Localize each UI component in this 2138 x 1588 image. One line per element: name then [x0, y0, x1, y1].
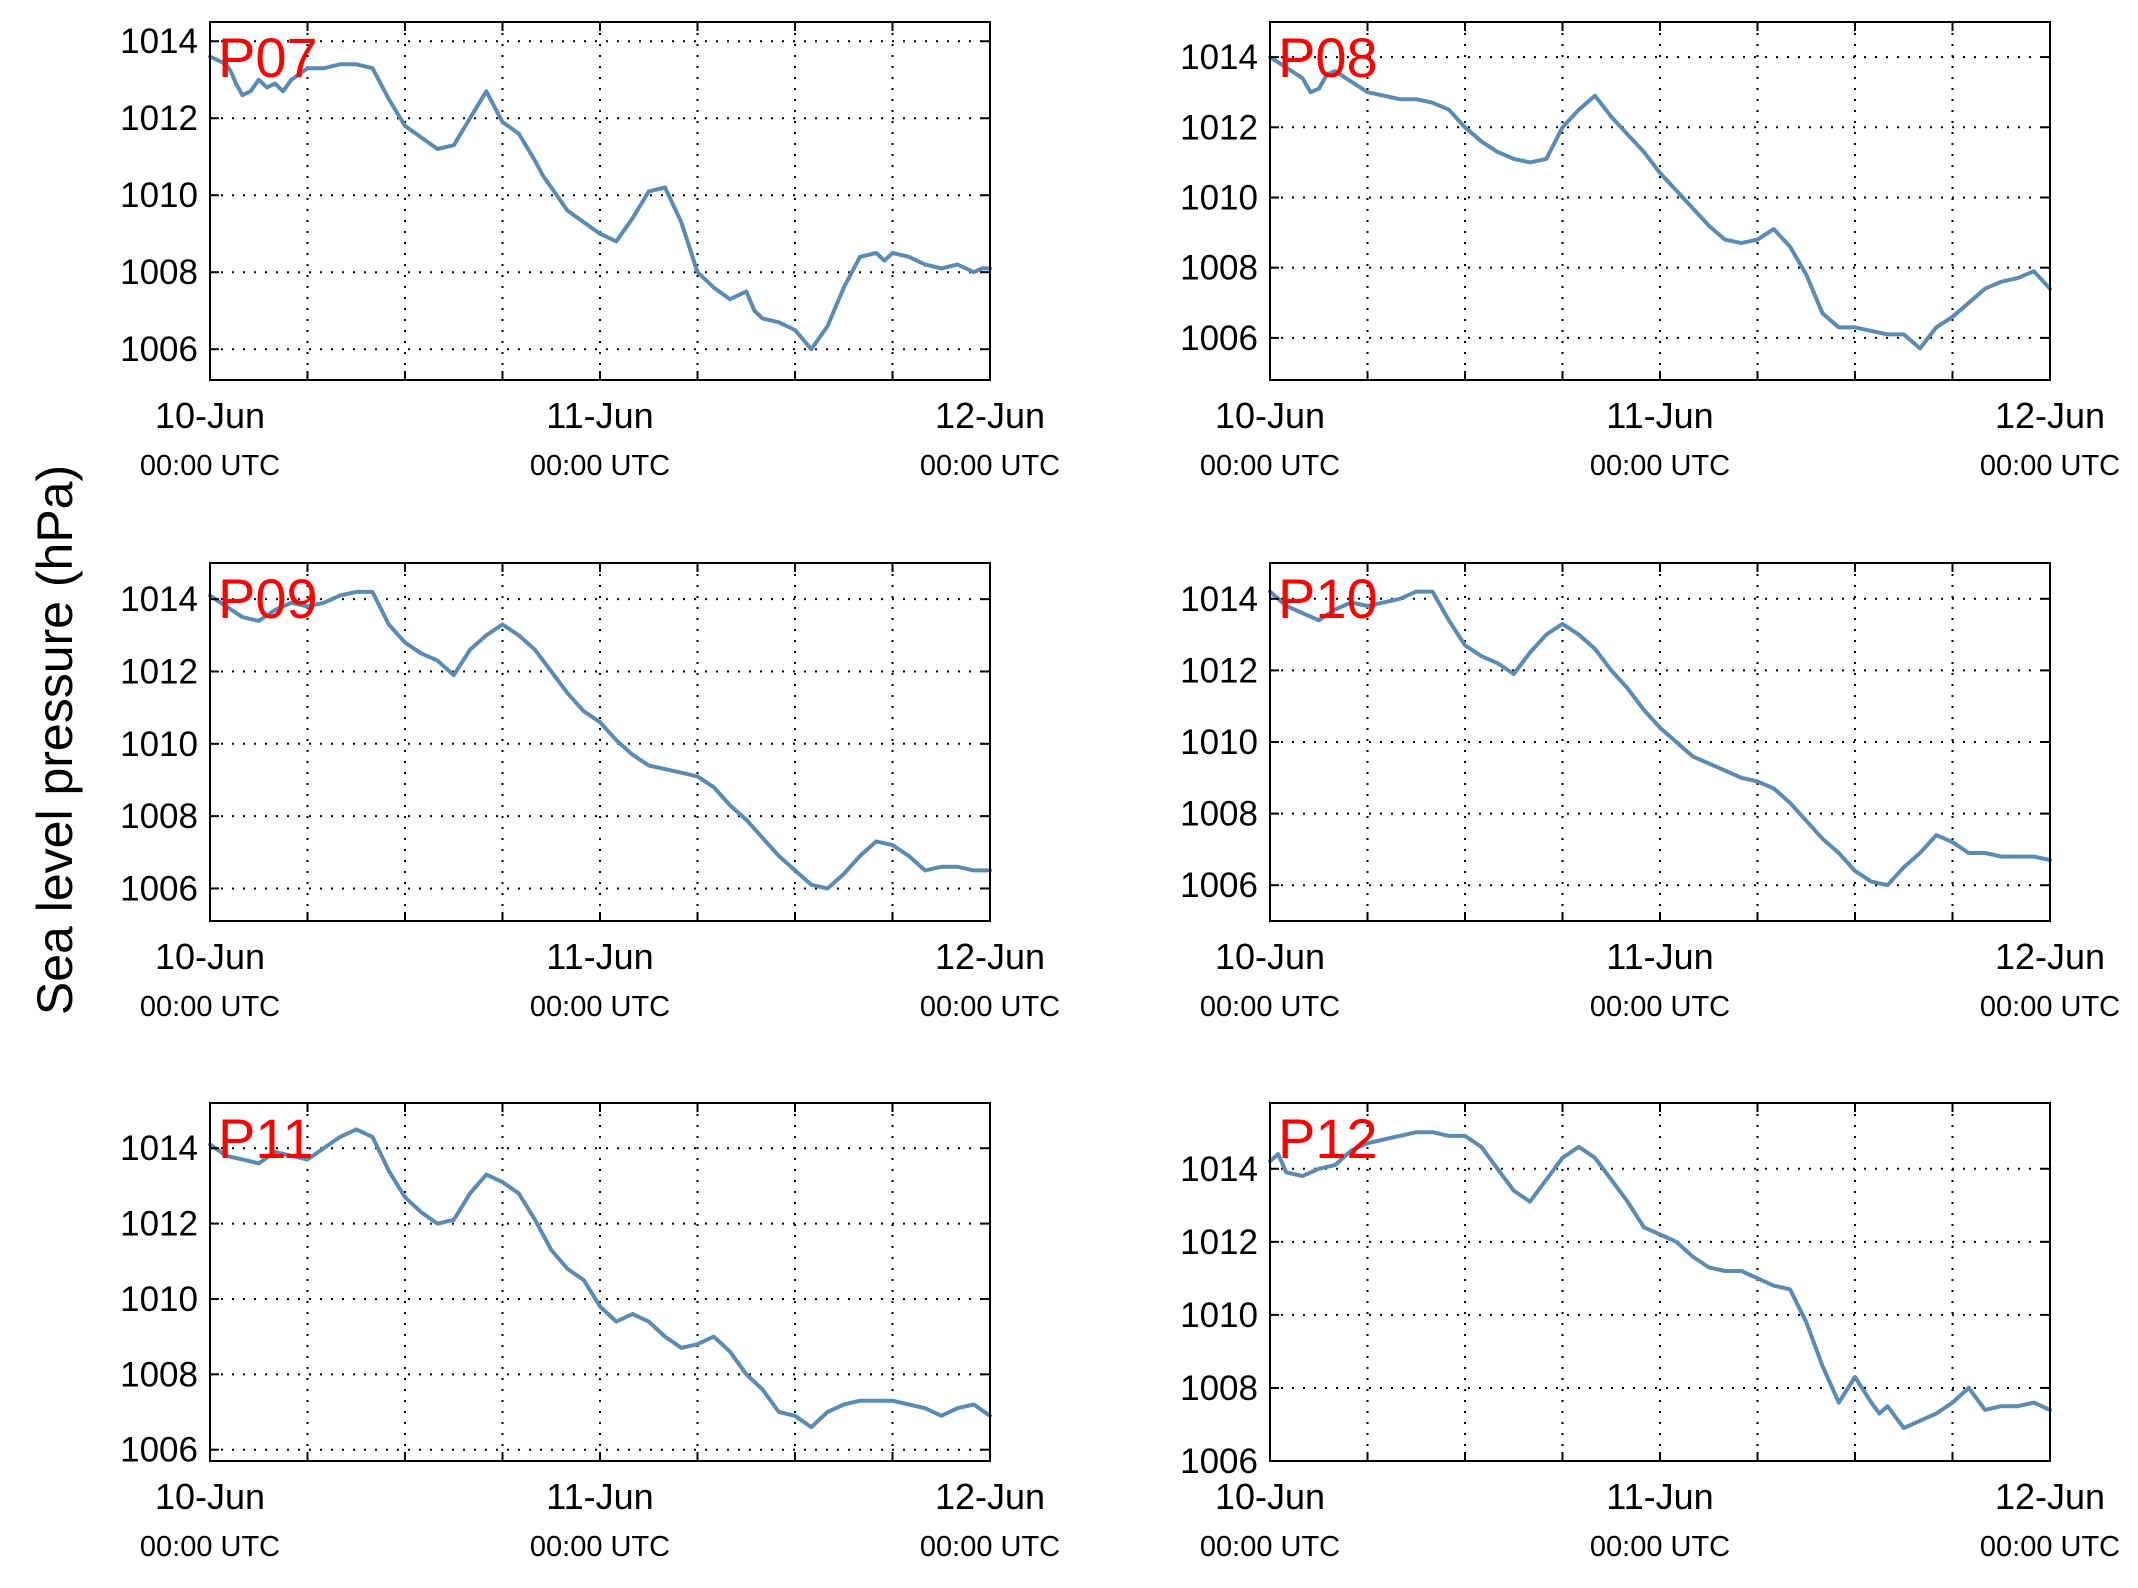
- y-tick-label: 1012: [1180, 1223, 1258, 1262]
- y-tick-label: 1010: [120, 1280, 198, 1319]
- y-tick-label: 1014: [1180, 38, 1258, 77]
- x-tick-label-date: 12-Jun: [935, 1476, 1045, 1517]
- panels: 1006 1008 1010 1012 1014 10-Jun 00:00 UTC 11-Ju…: [120, 21, 2120, 1563]
- series-line-p08: [1268, 55, 2052, 351]
- y-tick-label: 1006: [120, 869, 198, 908]
- series-line-p12: [1268, 1130, 2052, 1431]
- y-tick-label: 1008: [120, 253, 198, 292]
- x-tick-label-time: 00:00 UTC: [1590, 991, 1730, 1023]
- axes-frame: [1269, 562, 2051, 922]
- y-tick-label: 1008: [1180, 249, 1258, 288]
- x-tick-label-date: 11-Jun: [1606, 1476, 1713, 1517]
- panel-p09: 1006 1008 1010 1012 1014 10-Jun 00:00 UTC 11-Ju…: [120, 562, 1060, 1023]
- y-tick-label: 1014: [120, 1129, 198, 1168]
- y-tick-label: 1010: [1180, 178, 1258, 217]
- y-tick-label: 1014: [120, 22, 198, 61]
- x-tick-label-time: 00:00 UTC: [920, 450, 1060, 482]
- x-tick-label-date: 11-Jun: [546, 395, 653, 436]
- x-tick-label-date: 12-Jun: [1995, 936, 2105, 977]
- panel-p07: 1006 1008 1010 1012 1014 10-Jun 00:00 UTC 11-Ju…: [120, 21, 1060, 482]
- y-tick-label: 1012: [1180, 108, 1258, 147]
- y-tick-label: 1008: [120, 1355, 198, 1394]
- x-tick-label-time: 00:00 UTC: [530, 991, 670, 1023]
- panel-label: P09: [218, 567, 318, 630]
- series-line-p11: [208, 1127, 992, 1430]
- x-tick-label-time: 00:00 UTC: [1590, 1531, 1730, 1563]
- y-tick-label: 1006: [1180, 866, 1258, 905]
- y-tick-label: 1008: [1180, 1369, 1258, 1408]
- x-tick-label-time: 00:00 UTC: [140, 1531, 280, 1563]
- y-tick-label: 1014: [1180, 580, 1258, 619]
- panel-p08: 1006 1008 1010 1012 1014 10-Jun 00:00 UTC 11-Ju…: [1180, 21, 2120, 482]
- y-tick-label: 1010: [120, 176, 198, 215]
- x-tick-label-date: 11-Jun: [1606, 395, 1713, 436]
- x-tick-label-time: 00:00 UTC: [1980, 991, 2120, 1023]
- x-tick-label-date: 12-Jun: [935, 936, 1045, 977]
- y-tick-label: 1010: [1180, 723, 1258, 762]
- x-tick-label-time: 00:00 UTC: [1200, 1531, 1340, 1563]
- x-tick-label-time: 00:00 UTC: [1980, 1531, 2120, 1563]
- axes-frame: [209, 562, 991, 922]
- axes-frame: [1269, 1102, 2051, 1462]
- y-tick-label: 1008: [120, 797, 198, 836]
- y-tick-label: 1014: [1180, 1150, 1258, 1189]
- y-tick-label: 1006: [120, 1431, 198, 1470]
- panel-label: P11: [218, 1107, 313, 1170]
- panel-p12: 1006 1008 1010 1012 1014 10-Jun 00:00 UTC 11-Ju…: [1180, 1102, 2120, 1563]
- x-tick-label-date: 12-Jun: [935, 395, 1045, 436]
- panel-label: P07: [218, 26, 318, 89]
- x-tick-label-date: 10-Jun: [1215, 1476, 1325, 1517]
- axes-frame: [209, 21, 991, 381]
- x-tick-label-time: 00:00 UTC: [1200, 450, 1340, 482]
- y-tick-label: 1014: [120, 580, 198, 619]
- series-line-p10: [1268, 589, 2052, 888]
- x-tick-label-time: 00:00 UTC: [530, 1531, 670, 1563]
- y-tick-label: 1012: [120, 1205, 198, 1244]
- x-tick-label-time: 00:00 UTC: [140, 991, 280, 1023]
- x-tick-label-date: 10-Jun: [1215, 936, 1325, 977]
- panel-label: P10: [1278, 567, 1378, 630]
- panel-label: P12: [1278, 1107, 1378, 1170]
- y-tick-label: 1006: [1180, 319, 1258, 358]
- y-tick-label: 1006: [120, 330, 198, 369]
- x-tick-label-date: 10-Jun: [155, 1476, 265, 1517]
- panel-label: P08: [1278, 26, 1378, 89]
- panel-p10: 1006 1008 1010 1012 1014 10-Jun 00:00 UTC 11-Ju…: [1180, 562, 2120, 1023]
- y-tick-label: 1010: [1180, 1296, 1258, 1335]
- x-tick-label-time: 00:00 UTC: [1980, 450, 2120, 482]
- x-tick-label-time: 00:00 UTC: [530, 450, 670, 482]
- axes-frame: [1269, 21, 2051, 381]
- series-line-p09: [208, 589, 992, 891]
- axes-frame: [209, 1102, 991, 1462]
- y-tick-label: 1006: [1180, 1442, 1258, 1481]
- x-tick-label-date: 10-Jun: [1215, 395, 1325, 436]
- series-line-p07: [208, 54, 992, 352]
- x-tick-label-time: 00:00 UTC: [920, 991, 1060, 1023]
- x-tick-label-time: 00:00 UTC: [920, 1531, 1060, 1563]
- x-tick-label-time: 00:00 UTC: [1200, 991, 1340, 1023]
- y-axis-label: Sea level pressure (hPa): [27, 465, 83, 1015]
- x-tick-label-date: 11-Jun: [546, 1476, 653, 1517]
- x-tick-label-time: 00:00 UTC: [1590, 450, 1730, 482]
- x-tick-label-date: 10-Jun: [155, 936, 265, 977]
- y-tick-label: 1012: [120, 652, 198, 691]
- x-tick-label-date: 12-Jun: [1995, 1476, 2105, 1517]
- x-tick-label-date: 11-Jun: [546, 936, 653, 977]
- y-tick-label: 1010: [120, 725, 198, 764]
- x-tick-label-date: 11-Jun: [1606, 936, 1713, 977]
- y-tick-label: 1012: [120, 99, 198, 138]
- panel-p11: 1006 1008 1010 1012 1014 10-Jun 00:00 UTC 11-Ju…: [120, 1102, 1060, 1563]
- x-tick-label-time: 00:00 UTC: [140, 450, 280, 482]
- y-tick-label: 1008: [1180, 795, 1258, 834]
- y-tick-label: 1012: [1180, 651, 1258, 690]
- x-tick-label-date: 12-Jun: [1995, 395, 2105, 436]
- x-tick-label-date: 10-Jun: [155, 395, 265, 436]
